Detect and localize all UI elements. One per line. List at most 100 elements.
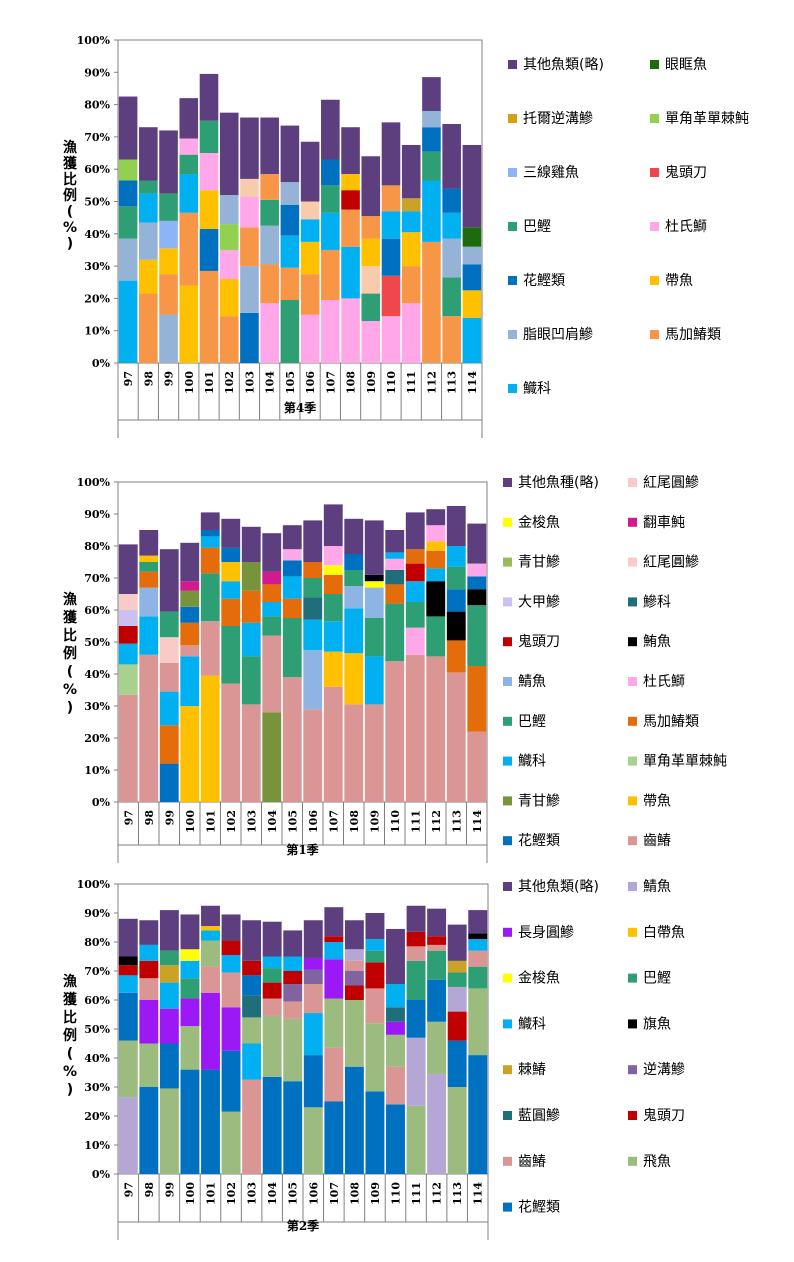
legend-swatch xyxy=(503,1019,512,1029)
bar-segment xyxy=(447,1040,467,1087)
bar-segment xyxy=(283,930,303,957)
bar-segment xyxy=(467,576,487,590)
legend-item: 鬼頭刀 xyxy=(650,165,707,181)
bar-segment xyxy=(442,277,461,317)
y-tick-label: 90% xyxy=(84,907,110,920)
legend-item: 單角革單棘魨 xyxy=(650,111,749,127)
y-axis-title: 漁獲比例(%) xyxy=(63,591,78,716)
bar-segment xyxy=(118,180,138,207)
bar-segment xyxy=(385,584,405,604)
bar-segment xyxy=(442,238,461,278)
bar-segment xyxy=(344,518,364,554)
legend-swatch xyxy=(628,677,637,686)
x-tick-label: 109 xyxy=(365,371,378,394)
x-tick-label: 97 xyxy=(122,1182,135,1197)
bar-segment xyxy=(118,544,138,594)
bar-segment xyxy=(344,1000,364,1067)
bar-segment xyxy=(118,206,138,239)
legend-swatch xyxy=(628,1019,637,1029)
bar-segment xyxy=(406,905,426,932)
legend-item: 鱵科 xyxy=(508,381,551,397)
bar-segment xyxy=(405,654,425,802)
bar-segment xyxy=(446,506,466,546)
bar-segment xyxy=(344,653,364,705)
legend-item: 齒鰆 xyxy=(503,1154,546,1170)
bar-segment xyxy=(341,190,360,210)
bar-segment xyxy=(159,691,179,726)
bar-segment xyxy=(365,1091,385,1174)
y-tick-label: 100% xyxy=(77,34,111,47)
x-tick-label: 110 xyxy=(390,1182,403,1205)
bar-segment xyxy=(303,619,323,650)
legend-swatch xyxy=(503,973,512,983)
bar-segment xyxy=(280,300,300,363)
bar-segment xyxy=(341,209,360,247)
bar-segment xyxy=(200,675,220,802)
bar-segment xyxy=(283,956,303,971)
bar-segment xyxy=(364,574,384,582)
legend-label: 鰺科 xyxy=(643,594,671,610)
legend-label: 馬加鰆類 xyxy=(665,327,721,343)
bar-segment xyxy=(241,526,261,562)
legend-swatch xyxy=(628,637,637,647)
bar-segment xyxy=(139,259,158,294)
bar-segment xyxy=(303,969,323,985)
bar-segment xyxy=(118,992,138,1041)
legend-swatch xyxy=(628,973,637,983)
legend-item: 馬加鰆類 xyxy=(650,327,721,343)
x-tick-label: 113 xyxy=(451,1182,464,1205)
legend-swatch xyxy=(650,114,659,123)
legend-item: 棘鰆 xyxy=(503,1062,546,1078)
legend-label: 鬼頭刀 xyxy=(518,634,560,650)
bar-segment xyxy=(221,914,241,941)
legend-label: 青甘鰺 xyxy=(518,555,560,571)
bar-segment xyxy=(447,986,467,1012)
bar-segment xyxy=(118,694,138,802)
bar-segment xyxy=(365,939,385,951)
legend-swatch xyxy=(503,637,512,647)
bar-segment xyxy=(159,965,179,983)
bar-segment xyxy=(282,560,302,577)
legend-label: 鱵科 xyxy=(518,1016,546,1032)
bar-segment xyxy=(262,1076,282,1174)
bar-segment xyxy=(139,180,158,194)
bar-segment xyxy=(118,96,138,160)
legend-swatch xyxy=(503,882,512,891)
legend-swatch xyxy=(508,60,517,69)
bar-segment xyxy=(386,1021,405,1035)
bar-segment xyxy=(241,656,261,705)
legend-label: 逆溝鰺 xyxy=(643,1062,685,1078)
legend-item: 帶魚 xyxy=(628,793,671,809)
bar-segment xyxy=(467,605,487,666)
bar-segment xyxy=(321,159,340,186)
x-tick-label: 102 xyxy=(225,1182,238,1205)
bar-segment xyxy=(262,998,282,1016)
legend-item: 其他魚種(略) xyxy=(503,475,599,491)
bar-segment xyxy=(159,950,179,966)
bar-segment xyxy=(468,950,488,967)
bar-segment xyxy=(139,1087,159,1174)
bar-segment xyxy=(242,975,262,996)
bar-segment xyxy=(118,1040,138,1098)
y-tick-label: 80% xyxy=(84,99,110,112)
bar-segment xyxy=(283,1081,303,1174)
legend-swatch xyxy=(628,1156,637,1166)
bar-segment xyxy=(139,616,159,655)
y-tick-label: 60% xyxy=(84,994,110,1007)
legend-item: 紅尾圓鰺 xyxy=(628,555,699,571)
bar-segment xyxy=(422,77,441,112)
bar-segment xyxy=(262,635,282,713)
x-tick-label: 107 xyxy=(324,371,337,394)
bar-segment xyxy=(446,566,466,590)
bar-segment xyxy=(385,661,405,802)
x-tick-label: 103 xyxy=(243,371,256,394)
legend-item: 鱵科 xyxy=(503,754,546,770)
x-tick-label: 109 xyxy=(368,810,381,833)
y-tick-label: 20% xyxy=(84,732,110,745)
bar-segment xyxy=(260,264,279,304)
bar-segment xyxy=(321,300,340,363)
bar-segment xyxy=(242,1079,262,1174)
bar-segment xyxy=(364,656,384,705)
bar-segment xyxy=(323,621,343,652)
legend-label: 棘鰆 xyxy=(518,1062,546,1078)
